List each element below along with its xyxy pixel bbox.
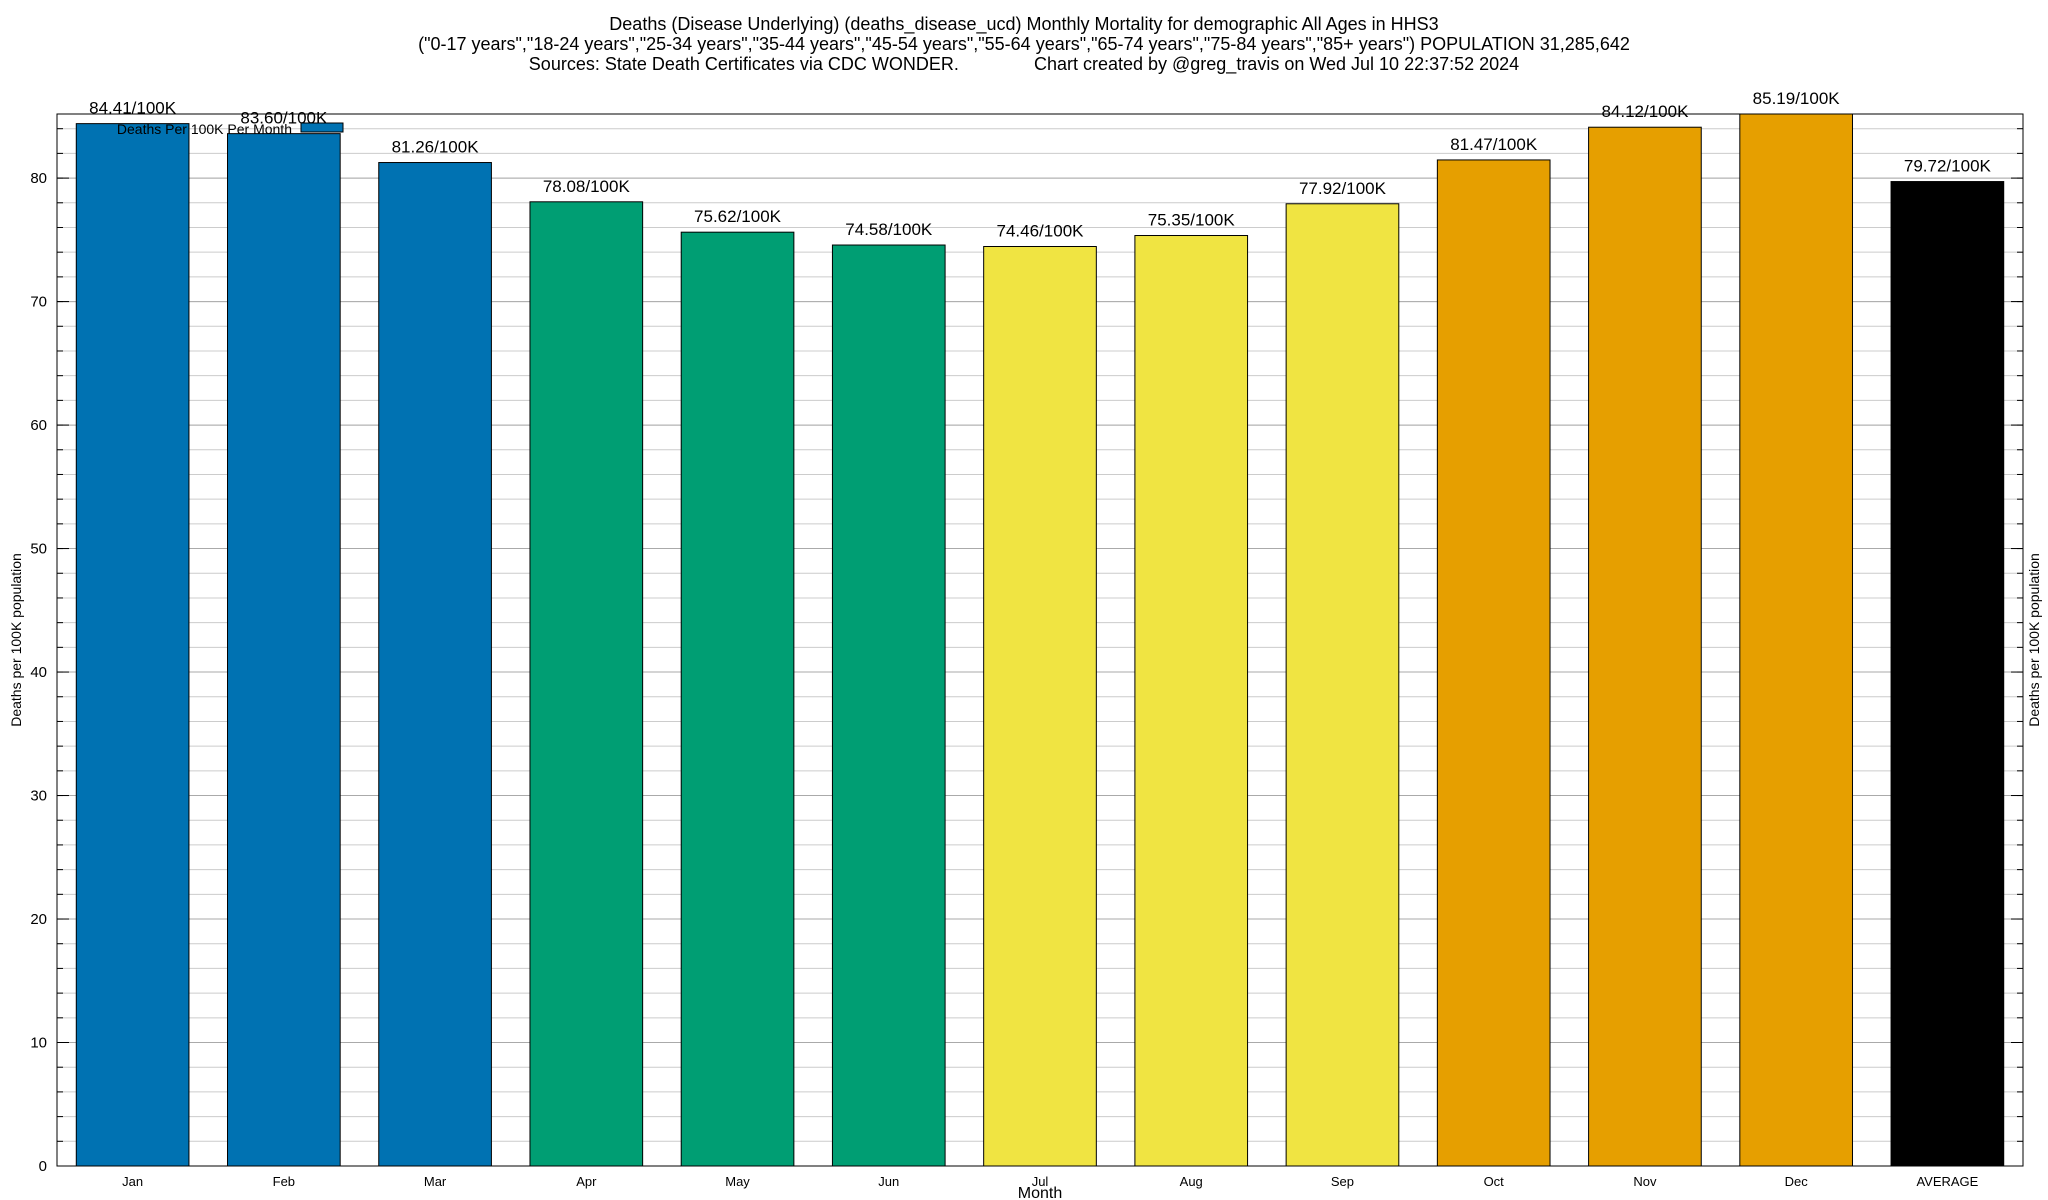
x-tick-label: Oct	[1484, 1174, 1505, 1189]
x-tick-label: Jan	[122, 1174, 143, 1189]
bar-value-label: 85.19/100K	[1753, 89, 1841, 108]
labels-layer: 0102030405060708084.41/100KJan83.60/100K…	[30, 89, 1991, 1189]
bar-oct	[1436, 159, 1551, 1167]
y-axis-label-right: Deaths per 100K population	[2026, 553, 2042, 727]
bar-value-label: 77.92/100K	[1299, 179, 1387, 198]
x-tick-label: Mar	[424, 1174, 447, 1189]
y-tick-label: 80	[30, 170, 47, 187]
bar-jan	[75, 123, 190, 1167]
bar-value-label: 79.72/100K	[1904, 157, 1992, 176]
chart-source-line: Sources: State Death Certificates via CD…	[528, 54, 1520, 74]
x-tick-label: Nov	[1633, 1174, 1657, 1189]
y-tick-label: 40	[30, 664, 47, 681]
bar-feb	[227, 133, 341, 1167]
x-tick-label: May	[725, 1174, 750, 1189]
bar-jun	[831, 244, 946, 1167]
bar-value-label: 75.35/100K	[1148, 211, 1236, 230]
ticks-layer	[57, 128, 2023, 1167]
legend-swatch	[300, 122, 344, 133]
bar-dec	[1739, 113, 1853, 1167]
x-tick-label: Feb	[273, 1174, 295, 1189]
y-tick-label: 30	[30, 788, 47, 805]
x-tick-label: Aug	[1180, 1174, 1203, 1189]
bar-value-label: 75.62/100K	[694, 207, 782, 226]
y-tick-label: 70	[30, 294, 47, 311]
bar-value-label: 74.46/100K	[997, 222, 1085, 241]
bar-value-label: 81.26/100K	[392, 138, 480, 157]
x-tick-label: Dec	[1785, 1174, 1809, 1189]
chart-title: Deaths (Disease Underlying) (deaths_dise…	[609, 14, 1439, 34]
bar-value-label: 84.41/100K	[89, 99, 177, 118]
bar-value-label: 84.12/100K	[1601, 102, 1689, 121]
x-axis-label: Month	[1018, 1185, 1062, 1200]
x-tick-label: Jul	[1032, 1174, 1049, 1189]
bar-value-label: 81.47/100K	[1450, 135, 1538, 154]
bar-sep	[1285, 203, 1400, 1167]
plot-frame	[56, 113, 2024, 1167]
x-tick-label: AVERAGE	[1916, 1174, 1978, 1189]
bar-may	[680, 231, 795, 1167]
bar-jul	[983, 246, 1097, 1167]
y-tick-label: 20	[30, 911, 47, 928]
bar-value-label: 78.08/100K	[543, 177, 631, 196]
y-tick-label: 0	[39, 1158, 47, 1175]
bar-value-label: 74.58/100K	[845, 220, 933, 239]
legend-label: Deaths Per 100K Per Month	[117, 121, 292, 137]
chart-titles: Deaths (Disease Underlying) (deaths_dise…	[0, 14, 2048, 74]
x-tick-label: Sep	[1331, 1174, 1354, 1189]
chart-subtitle: ("0-17 years","18-24 years","25-34 years…	[418, 34, 1630, 54]
y-tick-label: 10	[30, 1035, 47, 1052]
bar-aug	[1134, 235, 1249, 1167]
y-tick-label: 50	[30, 541, 47, 558]
x-tick-label: Jun	[878, 1174, 899, 1189]
bar-apr	[529, 201, 644, 1167]
y-axis-label: Deaths per 100K population	[8, 553, 24, 727]
bar-mar	[378, 162, 492, 1167]
bars-layer	[75, 113, 2005, 1167]
bar-nov	[1588, 126, 1702, 1167]
bar-average	[1890, 181, 2005, 1167]
legend: Deaths Per 100K Per Month	[117, 121, 344, 137]
x-tick-label: Apr	[576, 1174, 597, 1189]
y-tick-label: 60	[30, 417, 47, 434]
